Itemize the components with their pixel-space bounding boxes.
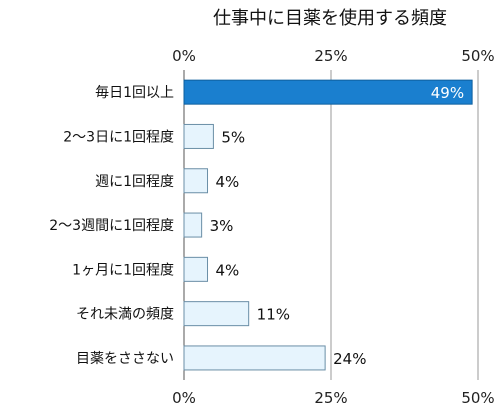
x-tick-label-top-0: 0%	[172, 47, 196, 65]
bars-layer	[183, 79, 473, 371]
bar-0	[183, 79, 473, 105]
value-label-5: 11%	[257, 306, 290, 324]
bar-6	[183, 345, 326, 371]
value-label-2: 4%	[216, 173, 240, 191]
category-label-6: 目薬をささない	[76, 351, 174, 367]
bar-1	[183, 123, 214, 149]
category-label-2: 週に1回程度	[95, 174, 174, 190]
category-label-4: 1ヶ月に1回程度	[72, 262, 174, 278]
x-tick-label-bottom-0: 0%	[172, 389, 196, 407]
bar-4	[183, 256, 209, 282]
category-label-1: 2～3日に1回程度	[63, 129, 174, 145]
bar-5	[183, 301, 250, 327]
x-tick-label-top-2: 50%	[461, 47, 494, 65]
bar-2	[183, 168, 209, 194]
x-tick-label-bottom-2: 50%	[461, 389, 494, 407]
value-label-0: 49%	[431, 84, 464, 102]
labels-layer: 0% 0% 25% 25% 50% 50% 毎日1回以上 49% 2～3日に1回程度 5% 週に1回…	[49, 47, 494, 407]
value-label-1: 5%	[221, 128, 245, 146]
x-tick-label-bottom-1: 25%	[314, 389, 347, 407]
value-label-3: 3%	[210, 217, 234, 235]
bar-3	[183, 212, 203, 238]
value-label-4: 4%	[216, 261, 240, 279]
value-label-6: 24%	[333, 350, 366, 368]
category-label-5: それ未満の頻度	[76, 307, 174, 323]
chart-title: 仕事中に目薬を使用する頻度	[213, 8, 447, 29]
category-label-3: 2～3週間に1回程度	[49, 218, 174, 234]
category-label-0: 毎日1回以上	[95, 85, 174, 101]
x-tick-label-top-1: 25%	[314, 47, 347, 65]
